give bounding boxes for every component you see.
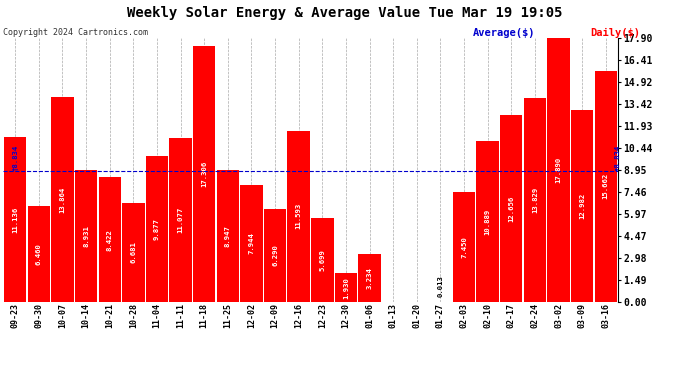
Text: 12.982: 12.982	[579, 193, 585, 219]
Bar	[217, 170, 239, 302]
Bar	[4, 137, 26, 302]
Text: 13.864: 13.864	[59, 186, 66, 213]
Bar	[240, 184, 263, 302]
Text: 7.450: 7.450	[461, 236, 467, 258]
Text: Daily($): Daily($)	[590, 28, 640, 38]
Bar	[571, 110, 593, 302]
Bar	[476, 141, 499, 302]
Text: 8.931: 8.931	[83, 225, 89, 247]
Text: 17.890: 17.890	[555, 157, 562, 183]
Text: 9.877: 9.877	[154, 218, 160, 240]
Text: 3.234: 3.234	[366, 267, 373, 289]
Bar	[358, 254, 381, 302]
Bar	[193, 46, 215, 302]
Bar	[335, 273, 357, 302]
Text: 8.947: 8.947	[225, 225, 231, 247]
Bar	[524, 98, 546, 302]
Text: 8.422: 8.422	[107, 229, 112, 251]
Text: †8.834: †8.834	[12, 145, 18, 171]
Bar	[51, 97, 74, 302]
Text: 17.306: 17.306	[201, 161, 207, 187]
Text: 6.290: 6.290	[272, 244, 278, 266]
Bar	[288, 130, 310, 302]
Bar	[99, 177, 121, 302]
Bar	[264, 209, 286, 302]
Text: 7.944: 7.944	[248, 232, 255, 254]
Text: 10.889: 10.889	[484, 209, 491, 235]
Text: •8.834: •8.834	[615, 145, 620, 171]
Bar	[75, 170, 97, 302]
Text: 11.077: 11.077	[177, 207, 184, 233]
Text: 13.829: 13.829	[532, 187, 538, 213]
Bar	[453, 192, 475, 302]
Text: 6.460: 6.460	[36, 243, 42, 265]
Bar	[28, 207, 50, 302]
Bar	[122, 203, 145, 302]
Text: 11.136: 11.136	[12, 207, 18, 233]
Text: Copyright 2024 Cartronics.com: Copyright 2024 Cartronics.com	[3, 28, 148, 37]
Text: 15.662: 15.662	[603, 173, 609, 200]
Text: 0.013: 0.013	[437, 275, 444, 297]
Text: Weekly Solar Energy & Average Value Tue Mar 19 19:05: Weekly Solar Energy & Average Value Tue …	[127, 6, 563, 20]
Bar	[595, 70, 617, 302]
Text: 5.699: 5.699	[319, 249, 325, 271]
Bar	[311, 218, 333, 302]
Text: Average($): Average($)	[473, 28, 535, 38]
Bar	[500, 115, 522, 302]
Text: 6.681: 6.681	[130, 242, 137, 264]
Bar	[146, 156, 168, 302]
Text: 12.656: 12.656	[509, 195, 514, 222]
Bar	[169, 138, 192, 302]
Text: 1.930: 1.930	[343, 277, 349, 298]
Bar	[547, 38, 570, 302]
Text: 11.593: 11.593	[296, 203, 302, 229]
